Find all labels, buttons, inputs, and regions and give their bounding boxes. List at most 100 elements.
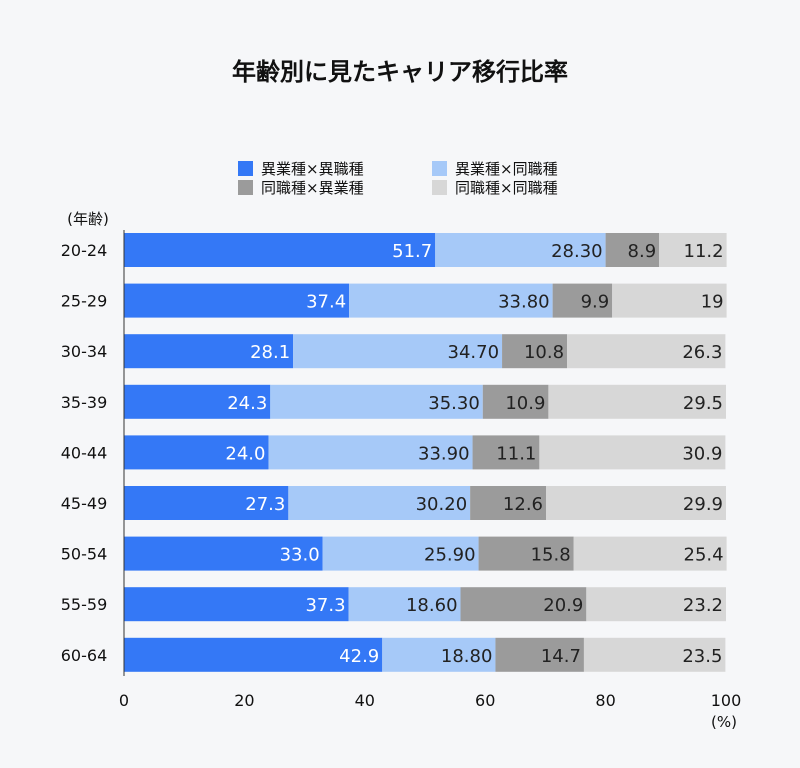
- x-tick-label: 20: [234, 691, 254, 710]
- data-label: 14.7: [541, 646, 581, 667]
- legend-item-2: 同職種×異業種: [238, 177, 364, 198]
- bar-segment: [567, 334, 726, 369]
- bar-segment: [552, 283, 613, 318]
- y-tick-label: 45-49: [61, 494, 108, 513]
- data-label: 9.9: [581, 292, 610, 313]
- bar-segment: [470, 486, 547, 520]
- bar-segment: [460, 587, 587, 622]
- bar-segment: [612, 283, 727, 318]
- x-tick-label: 60: [475, 691, 495, 710]
- legend-item-1: 異業種×同職種: [432, 158, 558, 179]
- legend-swatch: [432, 180, 447, 195]
- bar-segment: [124, 233, 436, 267]
- bar-segment: [546, 486, 726, 520]
- data-label: 25.90: [424, 545, 476, 566]
- y-tick-label: 55-59: [61, 595, 108, 614]
- bar-segment: [124, 435, 269, 470]
- data-label: 30.20: [416, 494, 468, 515]
- bar-segment: [539, 435, 726, 470]
- bar-segment: [482, 384, 549, 419]
- data-label: 24.3: [227, 393, 267, 414]
- bar-segment: [382, 637, 496, 672]
- bar-segment: [124, 587, 349, 622]
- legend-item-3: 同職種×同職種: [432, 177, 558, 198]
- data-label: 10.8: [524, 342, 564, 363]
- bar-segment: [348, 587, 461, 622]
- data-label: 24.0: [225, 443, 265, 464]
- legend-label: 異業種×同職種: [455, 160, 558, 178]
- bar-segment: [478, 536, 574, 571]
- legend-label: 同職種×異業種: [261, 179, 364, 197]
- y-tick-label: 50-54: [61, 545, 108, 564]
- bar-segment: [124, 536, 323, 571]
- data-label: 18.80: [441, 646, 493, 667]
- data-label: 25.4: [684, 545, 724, 566]
- data-label: 29.5: [683, 393, 723, 414]
- bar-segment: [270, 384, 483, 419]
- bar-segment: [435, 233, 606, 267]
- data-label: 30.9: [682, 443, 722, 464]
- data-label: 33.90: [418, 443, 470, 464]
- legend-swatch: [238, 180, 253, 195]
- y-tick-label: 35-39: [61, 393, 108, 412]
- data-label: 37.3: [305, 595, 345, 616]
- data-label: 20.9: [543, 595, 583, 616]
- x-tick-label: 100: [711, 691, 742, 710]
- data-label: 28.1: [250, 342, 290, 363]
- data-label: 34.70: [448, 342, 500, 363]
- legend-label: 同職種×同職種: [455, 179, 558, 197]
- data-label: 37.4: [306, 292, 346, 313]
- bar-segment: [124, 384, 271, 419]
- legend-swatch: [238, 161, 253, 176]
- data-label: 51.7: [392, 241, 432, 262]
- bar-segment: [124, 486, 289, 520]
- bar-segment: [293, 334, 503, 369]
- y-tick-label: 25-29: [61, 292, 108, 311]
- chart-title: 年齢別に見たキャリア移行比率: [232, 58, 568, 86]
- data-label: 26.3: [682, 342, 722, 363]
- legend-item-0: 異業種×異職種: [238, 158, 364, 179]
- data-label: 33.0: [280, 545, 320, 566]
- data-label: 42.9: [339, 646, 379, 667]
- data-label: 11.2: [684, 241, 724, 262]
- data-label: 12.6: [503, 494, 543, 515]
- bar-segment: [573, 536, 727, 571]
- data-label: 11.1: [496, 443, 536, 464]
- bar-segment: [124, 334, 294, 369]
- data-label: 8.9: [628, 241, 657, 262]
- bar-segment: [268, 435, 473, 470]
- data-label: 15.8: [531, 545, 571, 566]
- data-label: 35.30: [428, 393, 480, 414]
- bar-segment: [472, 435, 540, 470]
- data-label: 19: [701, 292, 724, 313]
- legend-label: 異業種×異職種: [261, 160, 364, 178]
- x-tick-label: 0: [119, 691, 129, 710]
- bar-segment: [583, 637, 726, 672]
- y-tick-label: 30-34: [61, 342, 108, 361]
- bar-segment: [288, 486, 471, 520]
- data-label: 23.2: [683, 595, 723, 616]
- bar-segment: [124, 283, 350, 318]
- bar-segment: [548, 384, 726, 419]
- legend-swatch: [432, 161, 447, 176]
- y-tick-label: 60-64: [61, 646, 108, 665]
- data-label: 23.5: [682, 646, 722, 667]
- bar-segment: [586, 587, 726, 622]
- data-label: 10.9: [505, 393, 545, 414]
- data-label: 27.3: [245, 494, 285, 515]
- data-label: 33.80: [498, 292, 550, 313]
- y-tick-label: 20-24: [61, 241, 108, 260]
- bar-segment: [124, 637, 383, 672]
- bar-segment: [322, 536, 479, 571]
- data-label: 29.9: [683, 494, 723, 515]
- data-label: 18.60: [406, 595, 458, 616]
- x-tick-label: 80: [595, 691, 615, 710]
- data-label: 28.30: [551, 241, 603, 262]
- bar-segment: [659, 233, 727, 267]
- bar-segment: [349, 283, 553, 318]
- bar-segment: [605, 233, 660, 267]
- bar-segment: [502, 334, 568, 369]
- bar-segment: [495, 637, 584, 672]
- x-axis-label: (%): [711, 713, 737, 731]
